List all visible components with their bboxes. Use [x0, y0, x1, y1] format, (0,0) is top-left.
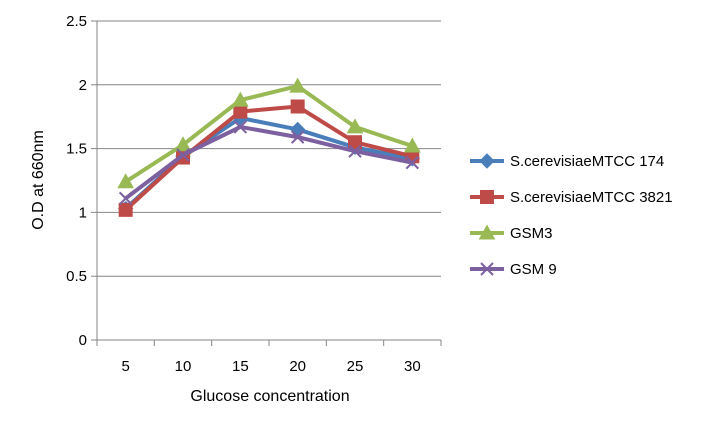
- data-point: [289, 77, 307, 93]
- data-point: [118, 191, 133, 206]
- legend-marker: [478, 224, 496, 240]
- legend-item: S.cerevisiaeMTCC 3821: [470, 189, 673, 206]
- data-point: [290, 130, 305, 144]
- y-tick-label: 2: [79, 77, 87, 94]
- y-tick-label: 1.5: [66, 141, 87, 158]
- legend-marker: [479, 153, 495, 169]
- data-point: [348, 135, 362, 150]
- legend-marker: [480, 262, 494, 276]
- legend-label: S.cerevisiaeMTCC 3821: [510, 189, 673, 206]
- data-point: [176, 148, 190, 162]
- y-tick-label: 0: [79, 332, 87, 349]
- x-tick-label: 25: [347, 358, 364, 375]
- data-point: [348, 144, 362, 158]
- series-layer: [117, 77, 421, 217]
- data-point: [117, 173, 135, 189]
- x-tick-label: 15: [232, 358, 249, 375]
- legend: S.cerevisiaeMTCC 174 S.cerevisiaeMTCC 382…: [470, 153, 673, 278]
- series-line: [124, 84, 413, 184]
- x-axis-title: Glucose concentration: [190, 388, 349, 405]
- y-tick-label: 2.5: [66, 13, 87, 30]
- x-tick-label: 5: [121, 358, 129, 375]
- data-point: [346, 118, 364, 134]
- data-point: [174, 136, 192, 152]
- legend-item: GSM 9: [470, 261, 557, 278]
- x-axis-tick-labels: 5 10 15 20 25 30: [121, 358, 420, 375]
- data-point: [233, 104, 248, 119]
- y-axis-title: O.D at 660nm: [30, 130, 47, 230]
- data-point: [233, 120, 248, 134]
- legend-marker: [480, 190, 494, 204]
- series-4: [118, 120, 420, 206]
- y-axis-tick-labels: 0 0.5 1 1.5 2 2.5: [66, 13, 87, 349]
- legend-item: S.cerevisiaeMTCC 174: [470, 153, 664, 170]
- data-point: [403, 137, 421, 153]
- y-tick-label: 1: [79, 204, 87, 221]
- gridlines: [97, 20, 441, 277]
- y-tick-label: 0.5: [66, 268, 87, 285]
- data-point: [405, 155, 420, 170]
- axes: [91, 20, 442, 346]
- legend-label: S.cerevisiaeMTCC 174: [510, 153, 664, 170]
- series-3: [117, 77, 421, 189]
- series-2: [118, 99, 420, 217]
- x-tick-label: 10: [175, 358, 192, 375]
- legend-label: GSM3: [510, 225, 553, 242]
- x-tick-label: 20: [289, 358, 306, 375]
- series-line: [124, 124, 413, 200]
- data-point: [231, 91, 249, 107]
- x-tick-label: 30: [404, 358, 421, 375]
- data-point: [290, 99, 305, 114]
- legend-label: GSM 9: [510, 261, 557, 278]
- data-point: [118, 202, 133, 217]
- series-line: [124, 104, 413, 212]
- series-1: [117, 110, 421, 217]
- legend-item: GSM3: [470, 224, 553, 242]
